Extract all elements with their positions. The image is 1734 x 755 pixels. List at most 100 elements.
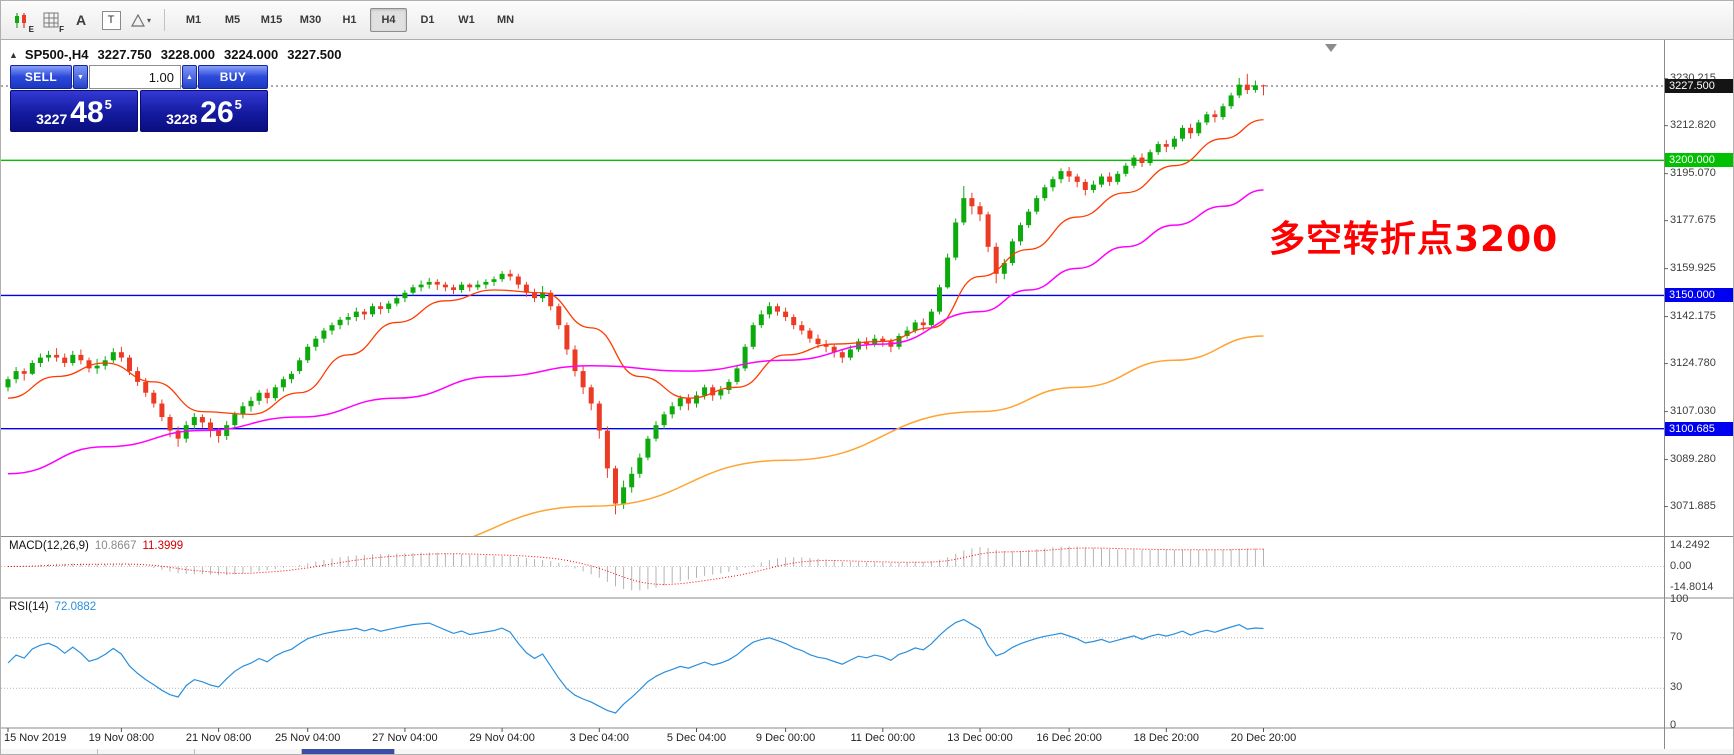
candle-body	[1058, 171, 1064, 180]
timeframe-mn-button[interactable]: MN	[496, 14, 515, 26]
slow-ma-line	[471, 335, 1264, 537]
terminal-tab[interactable]	[1, 749, 98, 754]
timeframe-m1-button[interactable]: M1	[185, 14, 202, 26]
candle-body	[337, 319, 343, 326]
timeframe-d1-button[interactable]: D1	[420, 14, 435, 26]
one-click-trading-panel: SELL ▼ ▲ BUY 3227 48 5 3228 26 5	[10, 65, 268, 132]
candle-body	[361, 311, 367, 315]
timeframe-m5-button[interactable]: M5	[224, 14, 241, 26]
candle-body	[289, 373, 294, 380]
candle-body	[280, 379, 286, 388]
candle-body	[475, 284, 481, 288]
candle-body	[847, 349, 853, 358]
candle-body	[224, 425, 230, 436]
timeframe-toolbar: M1 M5 M15 M30 H1 H4 D1 W1 MN	[174, 8, 525, 32]
candle-body	[912, 322, 918, 331]
chart-type-button[interactable]: E	[7, 6, 35, 34]
grid-button[interactable]: F	[37, 6, 65, 34]
medium-ma-line	[7, 189, 1264, 475]
candle-body	[993, 246, 999, 274]
macd-indicator-label: MACD(12,26,9) 10.8667 11.3999	[9, 540, 183, 552]
candle-body	[208, 422, 213, 431]
candle-body	[248, 400, 254, 407]
candle-body	[167, 417, 173, 431]
candle-body	[1163, 144, 1169, 147]
price-axis-tick: 3195.070	[1670, 166, 1716, 179]
time-axis-label: 15 Nov 2019	[4, 732, 67, 744]
buy-button[interactable]: BUY	[198, 65, 268, 89]
candle-body	[499, 273, 505, 280]
candle-body	[86, 360, 92, 369]
candle-body	[604, 430, 610, 469]
candle-body	[1026, 211, 1032, 226]
candle-body	[572, 349, 578, 372]
shapes-dropdown-button[interactable]: ▾	[127, 6, 155, 34]
timeframe-h1-button[interactable]: H1	[342, 14, 357, 26]
candle-body	[515, 276, 521, 285]
terminal-tab[interactable]	[98, 749, 195, 754]
macd-signal-value: 11.3999	[142, 540, 184, 552]
candle-body	[1074, 176, 1080, 182]
candle-body	[256, 392, 262, 401]
candle-body	[135, 371, 141, 382]
level-label: 3100.685	[1665, 421, 1733, 436]
terminal-tab-active[interactable]	[302, 749, 395, 754]
candle-body	[588, 387, 594, 404]
candle-body	[694, 395, 699, 404]
text-label-tool-icon: T	[101, 10, 121, 30]
text-tool-button[interactable]: A	[67, 6, 95, 34]
candle-body	[637, 457, 643, 474]
timeframe-m15-button[interactable]: M15	[260, 14, 283, 26]
text-label-tool-button[interactable]: T	[97, 6, 125, 34]
rsi-axis-tick: 30	[1670, 681, 1683, 694]
symbol-period-label: SP500-,H4	[24, 47, 89, 62]
candle-body	[151, 392, 157, 404]
candle-body	[775, 306, 780, 312]
bid-quote-button[interactable]: 3227 48 5	[10, 90, 138, 132]
price-axis-tick: 3212.820	[1670, 118, 1716, 131]
candle-body	[305, 346, 311, 361]
price-axis-tick: 3124.780	[1670, 356, 1716, 369]
price-axis-tick: 3089.280	[1670, 452, 1716, 465]
time-axis-label: 16 Dec 20:00	[1036, 732, 1102, 744]
candle-body	[1082, 181, 1088, 191]
timeframe-h4-button[interactable]: H4	[370, 8, 407, 32]
chart-shift-marker[interactable]	[1325, 44, 1337, 52]
candle-body	[329, 325, 335, 331]
sell-button[interactable]: SELL	[10, 65, 72, 89]
candle-body	[345, 317, 351, 320]
candle-body	[1139, 157, 1145, 163]
candle-body	[961, 198, 967, 223]
candle-body	[1180, 127, 1185, 139]
timeframe-m30-button[interactable]: M30	[299, 14, 322, 26]
ask-quote-button[interactable]: 3228 26 5	[140, 90, 268, 132]
candle-body	[418, 284, 424, 288]
high-value: 3228.000	[160, 47, 215, 62]
bid-price-pips: 48	[70, 96, 104, 130]
bid-price-prefix: 3227	[36, 111, 68, 127]
candle-body	[985, 214, 991, 247]
text-tool-icon: A	[75, 12, 87, 28]
timeframe-w1-button[interactable]: W1	[458, 14, 475, 26]
candle-body	[378, 306, 384, 309]
candle-body	[426, 281, 432, 285]
volume-input[interactable]	[89, 65, 181, 89]
trade-controls-row: SELL ▼ ▲ BUY	[10, 65, 268, 89]
candle-body	[110, 352, 116, 361]
candle-body	[1018, 225, 1023, 242]
volume-increase-button[interactable]: ▲	[182, 65, 197, 89]
chart-canvas[interactable]	[1, 40, 1734, 755]
candle-body	[1212, 114, 1218, 118]
candle-body	[953, 222, 959, 258]
candle-body	[1252, 85, 1258, 91]
volume-decrease-button[interactable]: ▼	[73, 65, 88, 89]
one-click-toggle-icon[interactable]: ▲	[9, 49, 18, 60]
terminal-tab[interactable]	[195, 749, 302, 754]
candle-body	[410, 287, 416, 293]
candle-body	[1090, 184, 1096, 191]
candle-body	[564, 325, 570, 350]
candle-body	[232, 414, 238, 426]
candle-body	[896, 335, 902, 347]
candle-body	[54, 354, 60, 358]
candle-body	[977, 206, 983, 215]
